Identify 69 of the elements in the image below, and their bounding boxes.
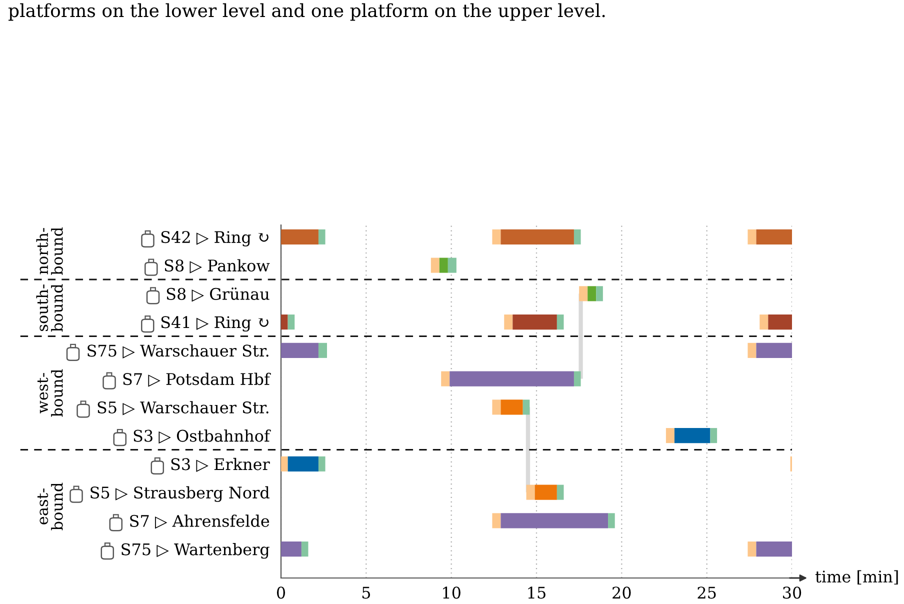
bar [674,428,710,444]
y-tick-label: S5 ▷ Warschauer Str. [98,401,268,416]
y-tick-label: S3 ▷ Erkner [171,458,270,472]
bar [588,286,596,302]
bar [430,258,440,273]
bar [504,314,513,330]
bar [748,229,756,244]
bar [318,456,326,472]
bar [579,286,588,302]
bar [574,371,581,386]
y-tick-label: S7 ▷ Ahrensfelde [130,514,270,529]
bar [281,314,288,330]
bar [768,314,792,330]
bar [596,286,603,302]
bar [301,542,308,557]
text: platforms on the lower level and one platform on the upper level. [8,3,605,21]
bar [441,371,450,386]
y-tick-label: S75 ▷ Warschauer Str. [88,344,268,358]
bar [281,342,318,358]
y-tick-label: S7 ▷ Potsdam Hbf [123,372,271,387]
bar [522,400,530,415]
bar [556,314,564,330]
bar [756,229,792,244]
bar [448,258,456,273]
y-tick-label: S41 ▷ Ring ↻ [161,316,268,332]
y-tick-label: S5 ▷ Strausberg Nord [90,486,270,502]
x-tick-label: 0 [276,586,286,599]
x-tick-label: 30 [783,586,802,599]
bar [608,513,615,528]
bar [760,314,768,330]
bar [534,484,557,500]
x-tick-label: 20 [612,586,631,599]
y-tick-label: S8 ▷ Grünau [166,288,270,302]
x-tick-label: 15 [528,586,546,599]
bar [281,456,288,472]
bar [748,342,756,358]
bar [756,342,792,358]
bar [288,456,318,472]
bar [318,342,327,358]
y-tick-label: S42 ▷ Ring ↻ [161,231,268,246]
y-tick-label: S75 ▷ Wartenberg [122,542,270,559]
x-tick-label: 5 [362,586,370,599]
bar [318,229,326,244]
bar [710,428,718,444]
bar [281,229,318,244]
text: north- bound [36,227,63,275]
bar [492,513,501,528]
x-tick-label: 10 [443,586,460,599]
y-tick-label: S3 ▷ Ostbahnhof [134,429,271,444]
bar [288,314,295,330]
text: east- bound [37,482,63,530]
bar [556,484,564,500]
bar [492,400,501,415]
bar [526,484,535,500]
text: west- bound [37,369,63,417]
x-axis-title: time [min] [815,570,898,585]
bar [500,229,574,244]
bar [574,229,581,244]
bar [748,542,756,557]
y-tick-label: S8 ▷ Pankow [164,259,270,274]
bar [281,542,302,557]
text: south- bound [36,284,63,332]
bar [756,542,792,557]
bar [512,314,557,330]
bar [666,428,674,444]
x-tick-label: 25 [698,586,716,599]
bar [500,400,523,415]
bar [492,229,501,244]
bar [439,258,448,273]
